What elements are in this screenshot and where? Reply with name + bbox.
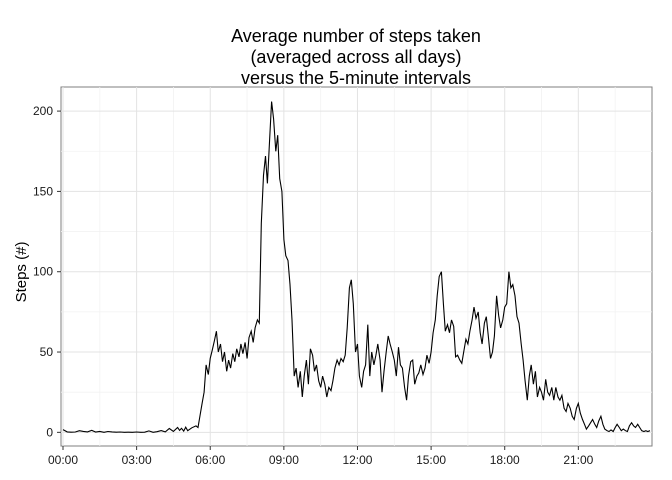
y-tick-label: 150 bbox=[33, 184, 53, 198]
chart-title-line-1: Average number of steps taken bbox=[231, 26, 481, 46]
minor-gridlines bbox=[61, 87, 652, 446]
plot-panel bbox=[60, 86, 653, 447]
y-axis-ticks: 0 50 100 150 200 bbox=[33, 104, 61, 439]
x-tick-label: 00:00 bbox=[48, 453, 78, 467]
x-tick-label: 03:00 bbox=[122, 453, 152, 467]
x-tick-label: 21:00 bbox=[563, 453, 593, 467]
major-gridlines bbox=[61, 87, 652, 446]
steps-series-line bbox=[62, 101, 651, 433]
y-tick-label: 50 bbox=[40, 345, 54, 359]
x-axis-ticks: 00:00 03:00 06:00 09:00 12:00 15:00 18:00 21:00 bbox=[48, 446, 594, 467]
y-tick-label: 0 bbox=[46, 425, 53, 439]
y-axis-title: Steps (#) bbox=[13, 242, 30, 303]
x-tick-label: 15:00 bbox=[416, 453, 446, 467]
x-tick-label: 18:00 bbox=[490, 453, 520, 467]
chart-title-line-2: (averaged across all days) bbox=[250, 47, 461, 67]
chart-title-line-3: versus the 5-minute intervals bbox=[241, 68, 471, 88]
x-tick-label: 06:00 bbox=[195, 453, 225, 467]
x-tick-label: 12:00 bbox=[342, 453, 372, 467]
y-tick-label: 100 bbox=[33, 265, 53, 279]
y-tick-label: 200 bbox=[33, 104, 53, 118]
x-tick-label: 09:00 bbox=[269, 453, 299, 467]
